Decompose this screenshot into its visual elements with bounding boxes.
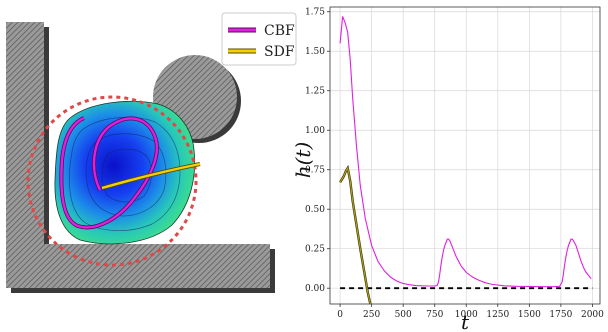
x-tick-label: 750 [426, 310, 443, 320]
series-cbf-line [339, 16, 592, 288]
ht-chart: 0.00 0.25 0.50 0.75 1.00 1.25 1.50 1.75 0 250 500… [291, 6, 604, 332]
x-tick-label: 1500 [518, 310, 541, 320]
x-tick-label: 1250 [486, 310, 509, 320]
legend-item-cbf: CBF [228, 23, 295, 39]
legend-label-sdf: SDF [264, 44, 295, 60]
x-tick-label: 1000 [455, 310, 478, 320]
scene-panel: CBF SDF [6, 12, 297, 293]
plot-frame [329, 6, 601, 305]
sdf-contour-blob [54, 100, 195, 245]
sdf-trajectory-line [101, 162, 201, 190]
y-tick-label: 0.25 [305, 245, 325, 255]
y-tick-label: 0.00 [305, 284, 325, 294]
legend-item-sdf: SDF [228, 44, 295, 60]
y-tick-label: 1.50 [305, 47, 325, 57]
y-axis-ticks: 0.00 0.25 0.50 0.75 1.00 1.25 1.50 1.75 [305, 8, 330, 294]
x-tick-label: 250 [363, 310, 380, 320]
y-tick-label: 0.75 [305, 166, 325, 176]
legend-label-cbf: CBF [264, 23, 295, 39]
y-tick-label: 0.50 [305, 205, 325, 215]
x-tick-label: 0 [337, 310, 343, 320]
series-sdf-line [339, 166, 371, 305]
y-tick-label: 1.00 [305, 126, 325, 136]
safety-radius-circle [26, 95, 198, 267]
x-tick-label: 1750 [549, 310, 572, 320]
chart-series [339, 16, 593, 305]
x-tick-label: 500 [395, 310, 412, 320]
y-tick-label: 1.25 [305, 87, 325, 97]
x-tick-label: 2000 [581, 310, 604, 320]
cbf-trajectory-line [60, 116, 159, 229]
x-axis-ticks: 0 250 500 750 1000 1250 1500 1750 2000 [337, 304, 604, 320]
legend: CBF SDF [221, 12, 297, 66]
y-axis-label: h(t) [291, 142, 315, 179]
x-axis-label: t [461, 310, 470, 332]
l-wall-obstacle [6, 22, 270, 288]
chart-grid [330, 7, 600, 304]
y-tick-label: 1.75 [305, 8, 325, 18]
